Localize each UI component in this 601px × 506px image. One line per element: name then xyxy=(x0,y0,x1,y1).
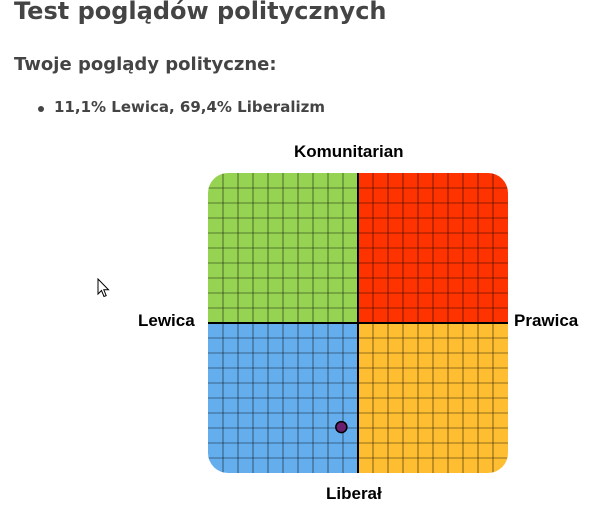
label-lewica: Lewica xyxy=(138,311,195,330)
page-title: Test poglądów politycznych xyxy=(14,0,387,25)
political-compass xyxy=(208,173,508,473)
position-marker xyxy=(335,420,348,434)
mouse-cursor-icon xyxy=(97,278,110,298)
label-komunitarian: Komunitarian xyxy=(294,142,404,161)
result-item: 11,1% Lewica, 69,4% Liberalizm xyxy=(38,98,325,116)
label-liberal: Liberał xyxy=(326,484,382,503)
result-list: 11,1% Lewica, 69,4% Liberalizm xyxy=(38,98,325,116)
section-heading: Twoje poglądy polityczne: xyxy=(14,54,277,75)
bullet-icon xyxy=(38,106,44,112)
label-prawica: Prawica xyxy=(514,311,579,330)
result-text: 11,1% Lewica, 69,4% Liberalizm xyxy=(54,98,325,116)
